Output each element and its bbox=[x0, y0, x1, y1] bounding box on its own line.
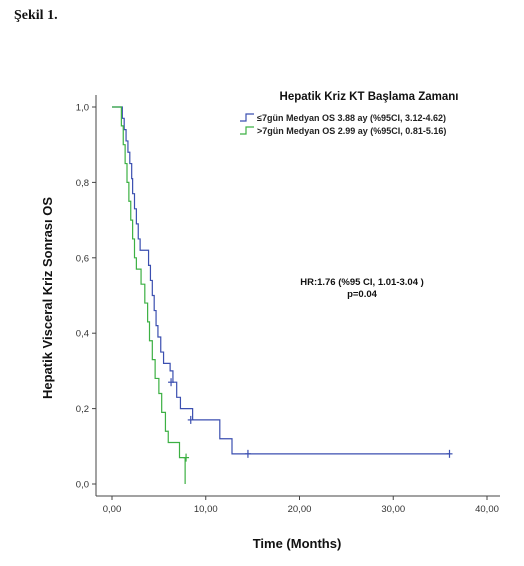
legend-entry: >7gün Medyan OS 2.99 ay (%95CI, 0.81-5.1… bbox=[257, 126, 446, 136]
legend-swatch bbox=[240, 126, 254, 135]
y-tick-label: 0,0 bbox=[76, 480, 89, 491]
axis-ticks: 0,0 0,2 0,4 0,6 0,8 1,0 0,00 10,00 20,00 30,00 40,… bbox=[76, 103, 499, 516]
axes bbox=[95, 95, 500, 497]
y-tick-label: 0,4 bbox=[76, 329, 89, 340]
y-tick-label: 0,6 bbox=[76, 253, 89, 264]
x-tick-label: 30,00 bbox=[381, 504, 405, 515]
x-tick-label: 0,00 bbox=[103, 504, 122, 515]
series-le7-curve bbox=[112, 106, 450, 455]
figure-label: Şekil 1. bbox=[14, 8, 58, 23]
y-axis-title: Hepatik Visceral Kriz Sonrası OS bbox=[40, 197, 55, 399]
legend-entry: ≤7gün Medyan OS 3.88 ay (%95CI, 3.12-4.6… bbox=[257, 113, 446, 123]
survival-curves bbox=[112, 106, 453, 484]
x-tick-label: 40,00 bbox=[475, 504, 499, 515]
x-tick-label: 10,00 bbox=[194, 504, 218, 515]
legend-title: Hepatik Kriz KT Başlama Zamanı bbox=[280, 91, 459, 103]
hazard-ratio-annotation: HR:1.76 (%95 CI, 1.01-3.04 ) bbox=[300, 277, 424, 288]
x-tick-label: 20,00 bbox=[288, 504, 312, 515]
legend-swatch bbox=[240, 113, 254, 122]
x-axis-title: Time (Months) bbox=[253, 536, 342, 551]
y-tick-label: 0,2 bbox=[76, 404, 89, 415]
series-gt7-curve bbox=[112, 106, 186, 484]
p-value-annotation: p=0.04 bbox=[347, 289, 378, 300]
y-tick-label: 1,0 bbox=[76, 103, 89, 114]
y-tick-label: 0,8 bbox=[76, 178, 89, 189]
legend: Hepatik Kriz KT Başlama Zamanı ≤7gün Medy… bbox=[240, 91, 458, 136]
